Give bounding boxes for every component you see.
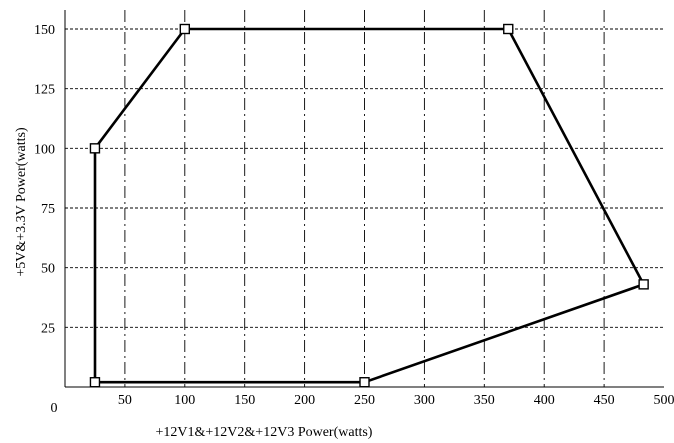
- x-tick-label-300: 300: [414, 393, 435, 408]
- x-tick-label-100: 100: [174, 393, 195, 408]
- axes: [64, 10, 664, 388]
- data-point-marker-2: [179, 23, 191, 35]
- x-tick-label-400: 400: [534, 393, 555, 408]
- x-tick-label-450: 450: [594, 393, 615, 408]
- data-point-marker-4: [638, 279, 649, 290]
- x-axis-title: +12V1&+12V2&+12V3 Power(watts): [156, 425, 373, 440]
- x-tick-label-500: 500: [654, 393, 674, 408]
- x-tick-label-250: 250: [354, 393, 375, 408]
- tick-labels: 50 100 150 200 250 300 350 400 450 500 25 50 75 100 12…: [34, 23, 674, 408]
- x-tick-label-50: 50: [118, 393, 132, 408]
- data-point-marker-0: [89, 377, 101, 388]
- series-line-0: [93, 27, 646, 384]
- data-series: [89, 23, 649, 388]
- y-axis-title: +5V&+3.3V Power(watts): [14, 127, 29, 277]
- y-tick-label-150: 150: [34, 23, 55, 38]
- data-point-marker-5: [359, 377, 370, 388]
- x-tick-label-350: 350: [474, 393, 495, 408]
- y-tick-label-125: 125: [34, 83, 55, 98]
- data-point-marker-3: [503, 23, 514, 35]
- grid: [65, 10, 664, 387]
- y-tick-label-50: 50: [41, 262, 55, 277]
- data-point-marker-1: [89, 143, 101, 154]
- y-tick-label-100: 100: [34, 142, 55, 157]
- x-tick-label-200: 200: [294, 393, 315, 408]
- y-tick-label-25: 25: [41, 321, 55, 336]
- origin-label: 0: [51, 401, 58, 416]
- x-tick-label-150: 150: [234, 393, 255, 408]
- y-tick-label-75: 75: [41, 202, 55, 217]
